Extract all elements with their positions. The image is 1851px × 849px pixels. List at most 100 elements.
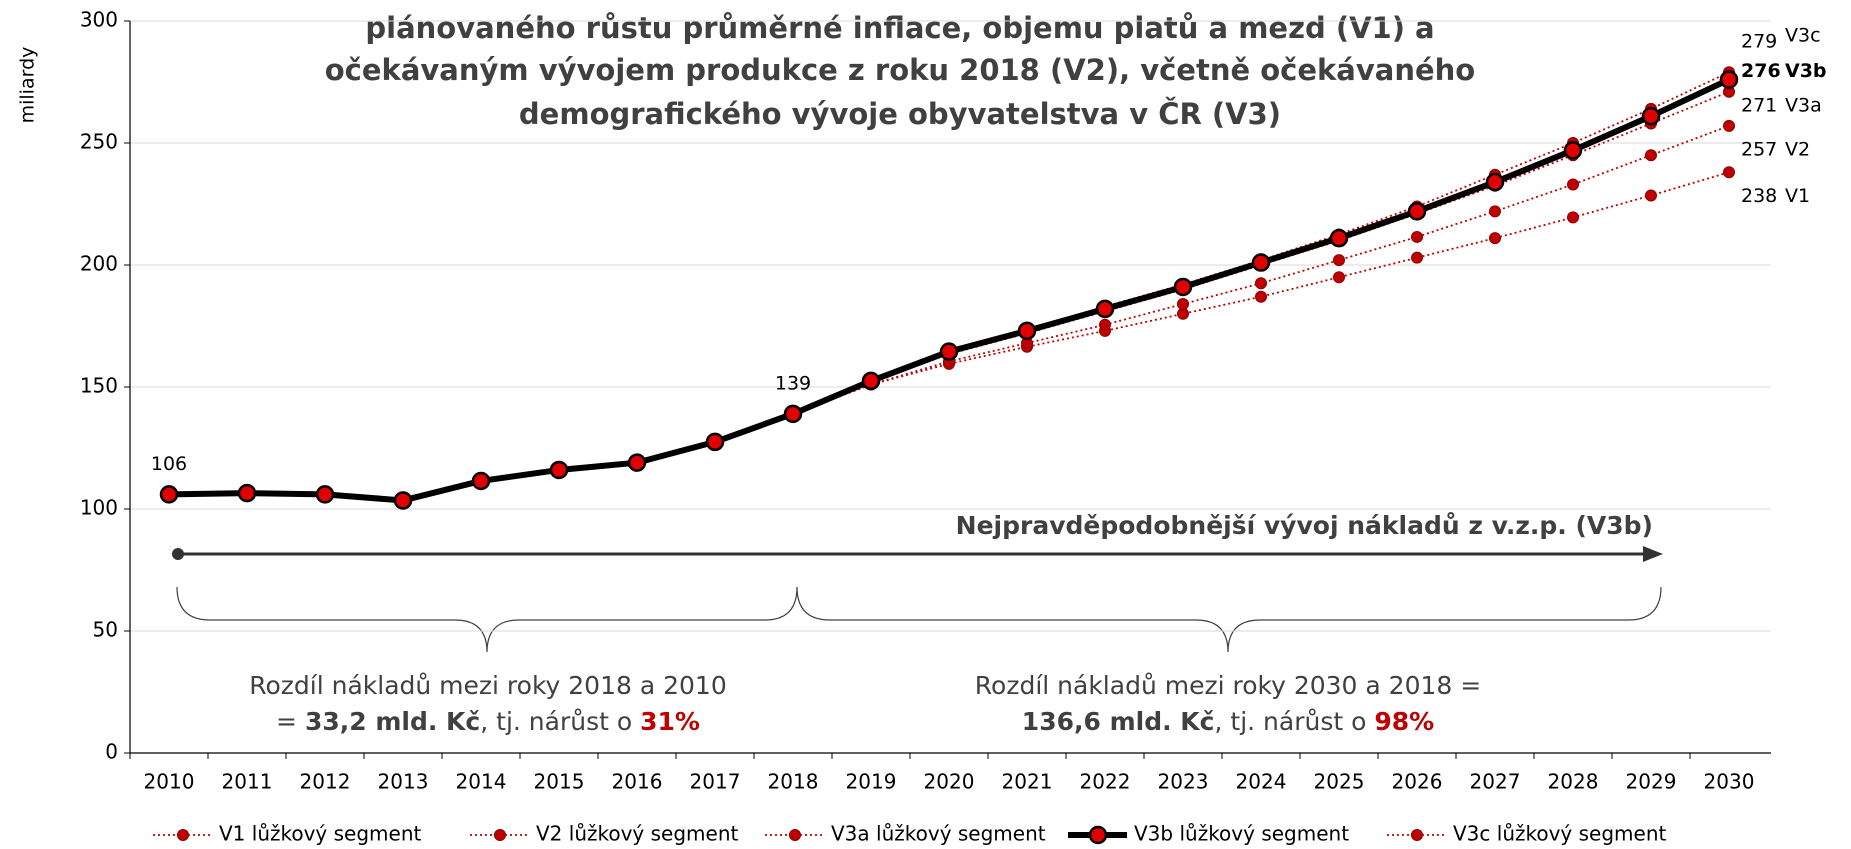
data-label: 276 bbox=[1741, 60, 1781, 82]
x-tick-label: 2012 bbox=[300, 770, 351, 794]
marker bbox=[783, 404, 803, 424]
x-tick-label: 2019 bbox=[846, 770, 897, 794]
legend-marker bbox=[1088, 825, 1108, 845]
x-tick-label: 2024 bbox=[1236, 770, 1287, 794]
marker bbox=[1719, 70, 1739, 89]
annotation: Rozdíl nákladů mezi roky 2030 a 2018 = bbox=[975, 671, 1481, 700]
data-label: 106 bbox=[151, 453, 187, 475]
annotation: = 33,2 mld. Kč, tj. nárůst o 31% bbox=[276, 707, 700, 736]
series-end-label: V3a bbox=[1785, 94, 1822, 116]
marker bbox=[1333, 254, 1345, 267]
x-tick-label: 2028 bbox=[1548, 770, 1599, 794]
marker bbox=[1567, 178, 1579, 191]
series-end-label: V3b bbox=[1785, 60, 1827, 82]
marker bbox=[159, 485, 179, 504]
chart-title: demografického vývoje obyvatelstva v ČR … bbox=[519, 97, 1281, 131]
marker bbox=[1407, 202, 1427, 221]
x-tick-label: 2015 bbox=[534, 770, 585, 794]
x-tick-label: 2011 bbox=[222, 770, 273, 794]
marker bbox=[705, 432, 725, 452]
marker bbox=[939, 342, 959, 361]
marker bbox=[1489, 205, 1501, 218]
data-label: 139 bbox=[775, 372, 811, 394]
series-line bbox=[168, 71, 1730, 502]
x-tick-label: 2026 bbox=[1392, 770, 1443, 794]
series-end-label: V2 bbox=[1785, 138, 1810, 160]
marker bbox=[627, 453, 647, 472]
marker bbox=[1099, 318, 1111, 331]
marker bbox=[1563, 141, 1583, 160]
y-tick-label: 0 bbox=[105, 740, 118, 764]
legend-marker bbox=[494, 829, 506, 841]
marker bbox=[1723, 166, 1735, 179]
marker bbox=[861, 371, 881, 391]
series-end-label: V3c bbox=[1785, 25, 1821, 47]
marker bbox=[1645, 149, 1657, 162]
data-label: 257 bbox=[1741, 138, 1777, 160]
marker bbox=[1489, 232, 1501, 245]
legend-label: V2 lůžkový segment bbox=[536, 822, 739, 846]
marker bbox=[1333, 271, 1345, 284]
x-tick-label: 2018 bbox=[768, 770, 819, 794]
x-tick-label: 2029 bbox=[1626, 770, 1677, 794]
annotation-part: 33,2 mld. Kč bbox=[305, 707, 480, 736]
marker bbox=[1567, 211, 1579, 224]
x-tick-label: 2013 bbox=[378, 770, 429, 794]
annotation: 136,6 mld. Kč, tj. nárůst o 98% bbox=[1022, 707, 1434, 736]
marker bbox=[1177, 298, 1189, 311]
series-end-label: V1 bbox=[1785, 185, 1810, 207]
marker bbox=[1641, 106, 1661, 126]
x-tick-label: 2010 bbox=[144, 770, 195, 794]
y-tick-label: 150 bbox=[80, 374, 118, 398]
marker bbox=[1723, 119, 1735, 132]
x-tick-label: 2030 bbox=[1704, 770, 1755, 794]
x-tick-label: 2027 bbox=[1470, 770, 1521, 794]
data-label: 271 bbox=[1741, 94, 1777, 116]
annotation-part: 31% bbox=[640, 707, 700, 736]
marker bbox=[1095, 299, 1115, 319]
y-tick-label: 100 bbox=[80, 496, 118, 520]
annotation-part: 136,6 mld. Kč bbox=[1022, 707, 1215, 736]
y-tick-label: 300 bbox=[80, 8, 118, 32]
series-line bbox=[168, 171, 1730, 502]
data-label: 238 bbox=[1741, 185, 1777, 207]
y-tick-label: 200 bbox=[80, 252, 118, 276]
annotation-part: 98% bbox=[1374, 707, 1434, 736]
annotation: Rozdíl nákladů mezi roky 2018 a 2010 bbox=[249, 671, 727, 700]
annotation-part: = bbox=[276, 707, 305, 736]
marker bbox=[237, 483, 257, 503]
marker bbox=[1255, 290, 1267, 303]
legend-label: V3b lůžkový segment bbox=[1134, 822, 1349, 846]
x-tick-label: 2022 bbox=[1080, 770, 1131, 794]
y-axis-label: miliardy bbox=[17, 47, 39, 124]
annotation-part: , tj. nárůst o bbox=[480, 707, 640, 736]
x-tick-label: 2023 bbox=[1158, 770, 1209, 794]
series-line bbox=[168, 90, 1730, 502]
data-label: 279 bbox=[1741, 31, 1777, 53]
chart-title: očekávaným vývojem produkce z roku 2018 … bbox=[325, 53, 1475, 87]
marker bbox=[1411, 230, 1423, 243]
legend-label: V1 lůžkový segment bbox=[219, 822, 422, 846]
y-tick-label: 50 bbox=[93, 618, 118, 642]
marker bbox=[1329, 228, 1349, 248]
marker bbox=[1645, 189, 1657, 202]
brace bbox=[176, 586, 798, 653]
annotation-part: Rozdíl nákladů mezi roky 2018 a 2010 bbox=[249, 671, 727, 700]
marker bbox=[393, 491, 413, 510]
marker bbox=[1411, 251, 1423, 264]
annotation-part: , tj. nárůst o bbox=[1215, 707, 1375, 736]
arrow-head bbox=[1643, 546, 1663, 562]
marker bbox=[1251, 253, 1271, 272]
legend-label: V3a lůžkový segment bbox=[831, 822, 1046, 846]
x-tick-label: 2016 bbox=[612, 770, 663, 794]
x-tick-label: 2025 bbox=[1314, 770, 1365, 794]
marker bbox=[1173, 277, 1193, 297]
legend-marker bbox=[789, 829, 801, 841]
x-tick-label: 2014 bbox=[456, 770, 507, 794]
annotation: Nejpravděpodobnější vývoj nákladů z v.z.… bbox=[956, 511, 1653, 540]
brace bbox=[796, 586, 1662, 653]
y-tick-label: 250 bbox=[80, 130, 118, 154]
marker bbox=[1017, 321, 1037, 341]
x-tick-label: 2021 bbox=[1002, 770, 1053, 794]
